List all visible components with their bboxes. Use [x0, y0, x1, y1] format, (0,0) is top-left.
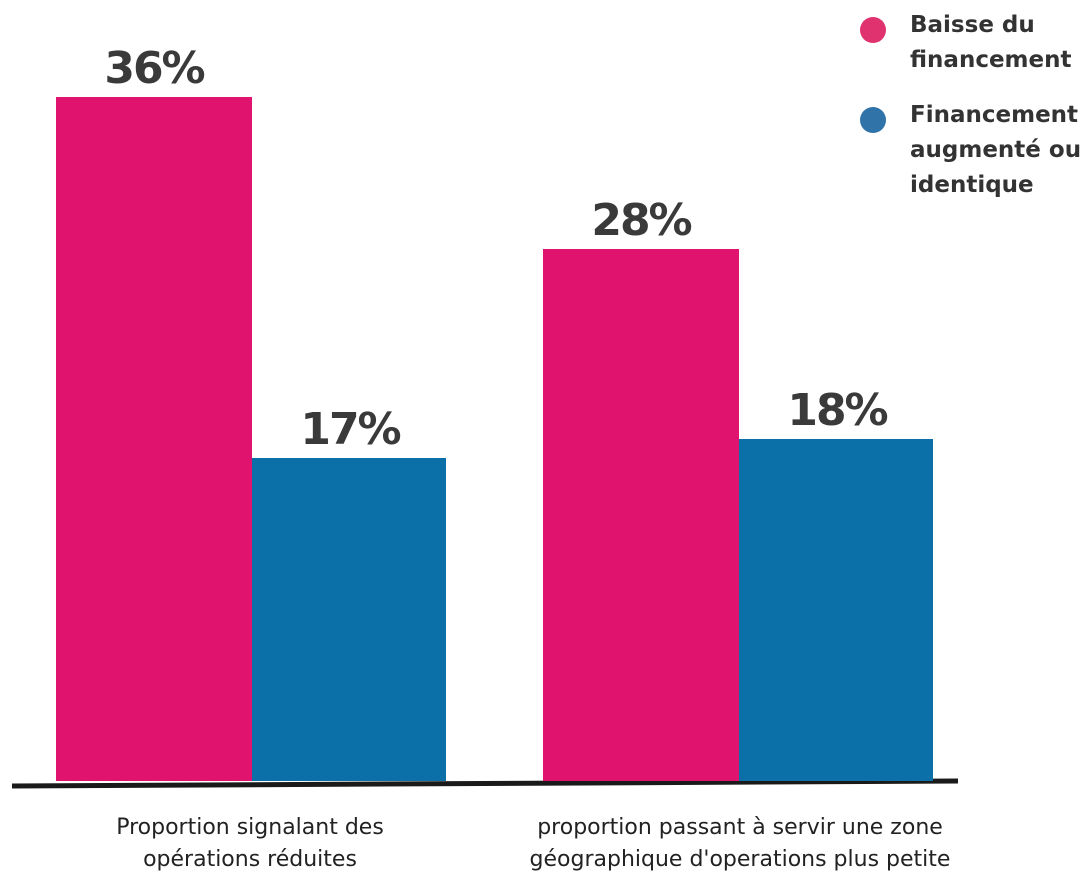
x-axis-baseline [12, 781, 958, 786]
legend-item-baisse: Baisse du financement [860, 8, 1090, 78]
bar-financement-1 [739, 439, 933, 781]
category-label-1: proportion passant à servir une zone géo… [500, 812, 980, 876]
legend: Baisse du financement Financement augmen… [860, 8, 1090, 223]
data-label-baisse-1: 28% [591, 195, 691, 246]
category-label-0: Proportion signalant des opérations rédu… [60, 812, 440, 876]
legend-label-financement: Financement augmenté ou identique [910, 98, 1081, 203]
legend-swatch-blue [860, 107, 886, 133]
data-label-baisse-0: 36% [104, 43, 204, 94]
bar-financement-0 [252, 458, 446, 781]
data-label-financement-1: 18% [787, 385, 887, 436]
bar-baisse-0 [56, 97, 252, 781]
legend-swatch-pink [860, 17, 886, 43]
data-label-financement-0: 17% [300, 404, 400, 455]
bar-baisse-1 [543, 249, 739, 781]
legend-label-baisse: Baisse du financement [910, 8, 1071, 78]
legend-item-financement: Financement augmenté ou identique [860, 98, 1090, 203]
